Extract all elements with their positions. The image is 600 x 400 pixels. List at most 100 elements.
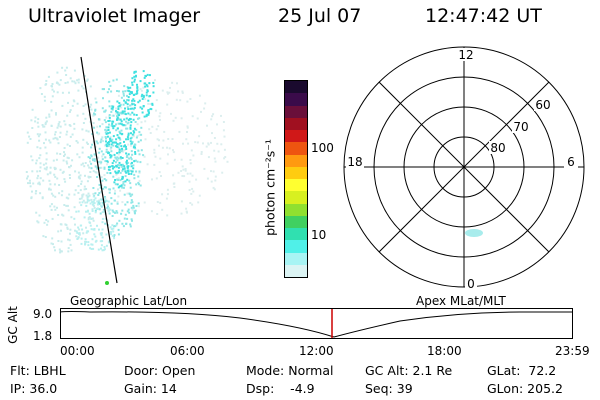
emission-pixel xyxy=(54,208,57,211)
emission-pixel xyxy=(137,205,140,208)
emission-pixel xyxy=(108,212,111,215)
emission-pixel xyxy=(118,148,121,151)
emission-pixel xyxy=(31,127,34,129)
emission-pixel xyxy=(129,107,132,110)
emission-pixel xyxy=(72,99,75,102)
emission-pixel xyxy=(107,126,110,129)
colorbar-segment xyxy=(285,203,307,216)
colorbar xyxy=(284,80,308,278)
emission-pixel xyxy=(88,199,91,202)
emission-pixel xyxy=(141,98,144,100)
emission-pixel xyxy=(74,170,77,173)
emission-pixel xyxy=(126,122,129,125)
emission-pixel xyxy=(116,222,119,225)
emission-pixel xyxy=(126,127,129,130)
emission-pixel xyxy=(147,102,150,105)
emission-pixel xyxy=(41,196,44,199)
emission-pixel xyxy=(177,171,180,174)
emission-pixel xyxy=(151,103,154,106)
emission-pixel xyxy=(172,119,175,122)
emission-pixel xyxy=(129,127,132,130)
emission-pixel xyxy=(76,114,79,117)
colorbar-segment xyxy=(285,105,307,118)
emission-pixel xyxy=(80,183,83,185)
emission-pixel xyxy=(130,142,133,145)
emission-pixel xyxy=(45,162,48,165)
emission-pixel xyxy=(77,81,80,84)
emission-pixel xyxy=(29,185,32,188)
emission-pixel xyxy=(112,114,115,117)
emission-pixel xyxy=(138,99,141,102)
emission-pixel xyxy=(155,109,157,112)
emission-pixel xyxy=(106,163,109,166)
emission-pixel xyxy=(44,121,47,124)
emission-pixel xyxy=(57,142,60,145)
emission-pixel xyxy=(159,118,161,121)
emission-pixel xyxy=(106,200,109,203)
emission-pixel xyxy=(113,192,116,195)
lat-label-70: 70 xyxy=(513,120,528,134)
emission-pixel xyxy=(84,238,87,241)
emission-pixel xyxy=(182,142,184,145)
emission-pixel xyxy=(133,70,136,73)
emission-pixel xyxy=(123,118,126,121)
emission-pixel xyxy=(53,90,55,93)
emission-pixel xyxy=(104,121,107,124)
emission-pixel xyxy=(145,75,147,78)
emission-pixel xyxy=(57,230,60,233)
emission-pixel xyxy=(140,149,143,152)
emission-pixel xyxy=(39,177,42,180)
emission-pixel xyxy=(65,160,68,163)
emission-pixel xyxy=(110,150,113,153)
emission-pixel xyxy=(84,103,87,106)
emission-pixel xyxy=(146,73,149,76)
emission-pixel xyxy=(213,137,216,139)
emission-pixel xyxy=(71,80,74,83)
emission-pixel xyxy=(126,210,129,213)
emission-pixel xyxy=(97,201,100,204)
emission-pixel xyxy=(93,202,96,205)
emission-pixel xyxy=(155,99,158,102)
emission-pixel xyxy=(97,188,99,191)
emission-pixel xyxy=(166,162,169,165)
emission-pixel xyxy=(106,203,109,206)
emission-pixel xyxy=(107,205,109,208)
mlt-label-bottom: 0 xyxy=(467,277,475,290)
emission-pixel xyxy=(126,217,129,220)
emission-pixel xyxy=(50,85,53,87)
emission-pixel xyxy=(28,135,31,138)
emission-pixel xyxy=(93,159,96,162)
emission-pixel xyxy=(71,104,74,107)
emission-pixel xyxy=(112,210,115,213)
emission-pixel xyxy=(57,123,60,125)
emission-pixel xyxy=(66,143,69,146)
emission-pixel xyxy=(142,86,145,89)
emission-pixel xyxy=(127,173,130,175)
emission-pixel xyxy=(213,157,216,160)
emission-pixel xyxy=(82,105,85,107)
emission-pixel xyxy=(210,141,212,144)
emission-pixel xyxy=(136,87,139,90)
emission-pixel xyxy=(54,133,56,136)
emission-pixel xyxy=(90,217,93,220)
timeline-x-label-1800: 18:00 xyxy=(427,344,462,358)
emission-pixel xyxy=(59,153,62,155)
emission-pixel xyxy=(96,200,99,203)
emission-pixel xyxy=(31,108,34,111)
emission-pixel xyxy=(59,251,62,254)
emission-pixel xyxy=(80,180,83,183)
emission-pixel xyxy=(146,163,149,166)
emission-pixel xyxy=(101,107,104,110)
emission-pixel xyxy=(61,190,64,193)
emission-pixel xyxy=(116,127,119,130)
emission-pixel xyxy=(95,239,98,242)
emission-pixel xyxy=(86,78,89,81)
emission-pixel xyxy=(111,162,114,165)
emission-pixel xyxy=(133,99,136,102)
emission-pixel xyxy=(26,175,29,178)
emission-pixel xyxy=(38,139,41,142)
emission-pixel xyxy=(78,201,81,204)
colorbar-segment xyxy=(285,179,307,192)
footpoint-marker xyxy=(105,281,109,285)
emission-pixel xyxy=(103,246,106,248)
